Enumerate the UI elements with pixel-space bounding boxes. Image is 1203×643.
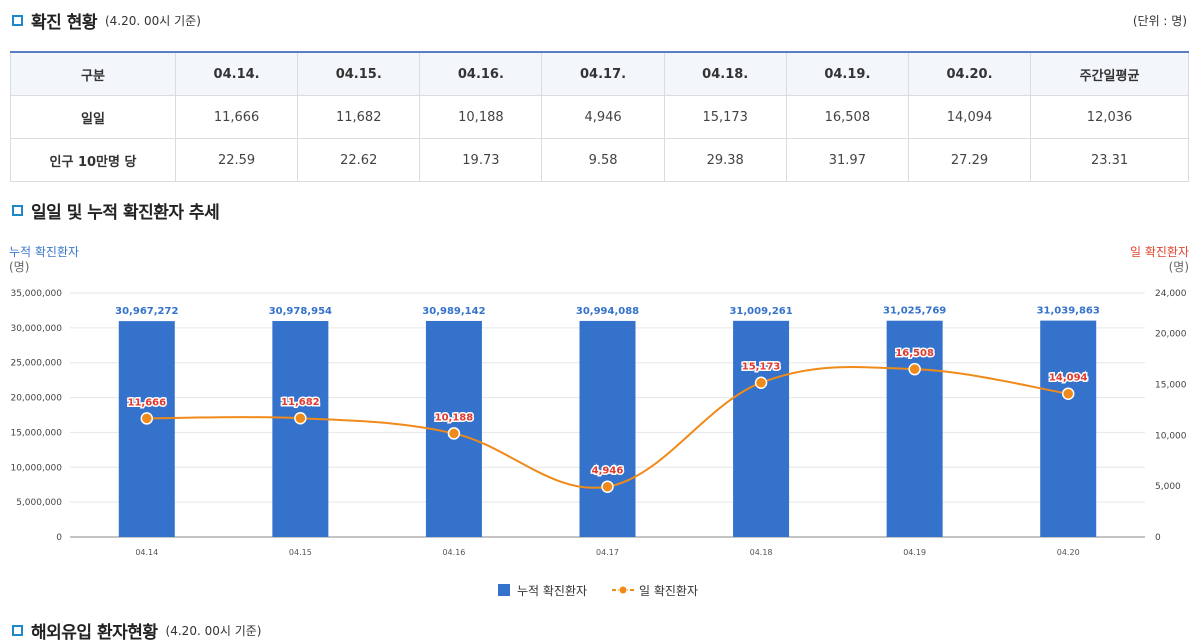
table-header: 04.15. [297, 51, 421, 96]
bar-data-label: 30,978,954 [269, 306, 332, 317]
right-tick-label: 24,000 [1155, 289, 1187, 299]
right-axis-title: 일 확진환자 [1129, 245, 1189, 259]
row-label: 인구 10만명 당 [10, 138, 176, 182]
x-tick-label: 04.20 [1057, 548, 1080, 557]
line-point [1061, 387, 1075, 400]
section-confirmed-status: 확진 현황 (4.20. 00시 기준) [12, 8, 201, 33]
line-data-label: 4,946 [592, 466, 624, 477]
table-cell: 22.62 [297, 138, 421, 182]
legend-line-marker [618, 585, 628, 595]
left-axis-title: 누적 확진환자 [9, 245, 80, 259]
line-data-label: 11,666 [127, 397, 166, 408]
line-point [601, 480, 614, 493]
square-bullet-icon [12, 205, 23, 216]
bar [118, 321, 175, 537]
x-tick-label: 04.16 [442, 548, 465, 557]
line-data-label: 14,094 [1049, 373, 1088, 384]
bar-data-label: 31,009,261 [729, 306, 792, 317]
row-label: 일일 [10, 95, 176, 139]
table-row: 인구 10만명 당 22.59 22.62 19.73 9.58 29.38 3… [10, 138, 1189, 182]
x-tick-label: 04.19 [903, 548, 926, 557]
table-cell: 16,508 [785, 95, 909, 139]
right-tick-label: 20,000 [1155, 330, 1187, 340]
x-tick-label: 04.18 [750, 548, 773, 557]
left-tick-label: 25,000,000 [10, 359, 62, 369]
table-header-row: 구분 04.14. 04.15. 04.16. 04.17. 04.18. 04… [10, 51, 1189, 96]
table-header: 04.18. [663, 51, 787, 96]
table-cell: 15,173 [663, 95, 787, 139]
table-cell: 11,682 [297, 95, 421, 139]
legend-label: 일 확진환자 [639, 584, 698, 598]
table-header: 04.19. [785, 51, 909, 96]
right-tick-label: 5,000 [1155, 482, 1181, 492]
bar-data-label: 30,967,272 [115, 306, 178, 317]
x-tick-label: 04.15 [289, 548, 312, 557]
combo-chart: 0 5,000,000 10,000,000 15,000,000 20,000,000… [10, 289, 1187, 598]
table-row: 일일 11,666 11,682 10,188 4,946 15,173 16,… [10, 95, 1189, 139]
unit-label: (단위 : 명) [1132, 14, 1187, 28]
bar-data-label: 30,989,142 [422, 306, 485, 317]
table-header: 주간일평균 [1030, 51, 1189, 96]
legend-label: 누적 확진환자 [517, 584, 587, 598]
left-tick-label: 35,000,000 [10, 289, 62, 299]
section-subtitle: (4.20. 00시 기준) [104, 14, 201, 28]
section-title: 확진 현황 [31, 13, 97, 33]
table-cell: 10,188 [419, 95, 543, 139]
table-cell: 14,094 [907, 95, 1032, 139]
bar-data-label: 31,039,863 [1037, 306, 1100, 317]
left-tick-label: 30,000,000 [10, 324, 62, 334]
right-tick-label: 10,000 [1155, 431, 1187, 441]
line-data-label: 10,188 [435, 412, 474, 423]
line-point [294, 411, 307, 425]
left-axis-unit: (명) [9, 260, 30, 274]
legend-bar-swatch [498, 584, 510, 596]
left-tick-label: 10,000,000 [10, 463, 62, 473]
table-cell: 31.97 [785, 138, 909, 182]
table-cell: 29.38 [663, 138, 787, 182]
table-cell: 22.59 [174, 138, 299, 182]
left-tick-label: 5,000,000 [16, 498, 62, 508]
line-point [140, 412, 154, 425]
bar-data-label: 30,994,088 [576, 306, 639, 317]
left-tick-label: 20,000,000 [10, 394, 62, 404]
table-header: 04.20. [907, 51, 1032, 96]
x-tick-label: 04.14 [135, 548, 158, 557]
table-header: 구분 [10, 51, 176, 96]
table-cell: 4,946 [541, 95, 665, 139]
line-data-label: 15,173 [742, 362, 781, 373]
section-trend: 일일 및 누적 확진환자 추세 [12, 198, 220, 223]
bar [1040, 320, 1097, 537]
table-header: 04.16. [419, 51, 543, 96]
line-data-label: 11,682 [281, 397, 320, 408]
bar [272, 321, 329, 537]
square-bullet-icon [12, 15, 23, 26]
table-cell: 23.31 [1030, 138, 1189, 182]
table-cell: 19.73 [419, 138, 543, 182]
bar [733, 320, 790, 537]
bar [886, 320, 943, 537]
table-cell: 27.29 [907, 138, 1032, 182]
right-tick-label: 0 [1155, 533, 1161, 543]
right-axis-unit: (명) [1168, 260, 1189, 274]
line-data-label: 16,508 [895, 348, 934, 359]
bar [579, 320, 636, 537]
right-tick-label: 15,000 [1155, 381, 1187, 391]
left-tick-label: 15,000,000 [10, 428, 62, 438]
table-cell: 9.58 [541, 138, 665, 182]
left-tick-label: 0 [56, 533, 62, 543]
table-header: 04.14. [174, 51, 299, 96]
bar-data-label: 31,025,769 [883, 306, 946, 317]
line-point [908, 362, 921, 376]
confirmed-table: 구분 04.14. 04.15. 04.16. 04.17. 04.18. 04… [10, 51, 1189, 182]
table-cell: 11,666 [174, 95, 299, 139]
table-cell: 12,036 [1030, 95, 1189, 139]
line-point [754, 376, 768, 389]
section-title: 일일 및 누적 확진환자 추세 [31, 203, 220, 223]
table-header: 04.17. [541, 51, 665, 96]
line-point [447, 427, 461, 440]
x-tick-label: 04.17 [596, 548, 619, 557]
